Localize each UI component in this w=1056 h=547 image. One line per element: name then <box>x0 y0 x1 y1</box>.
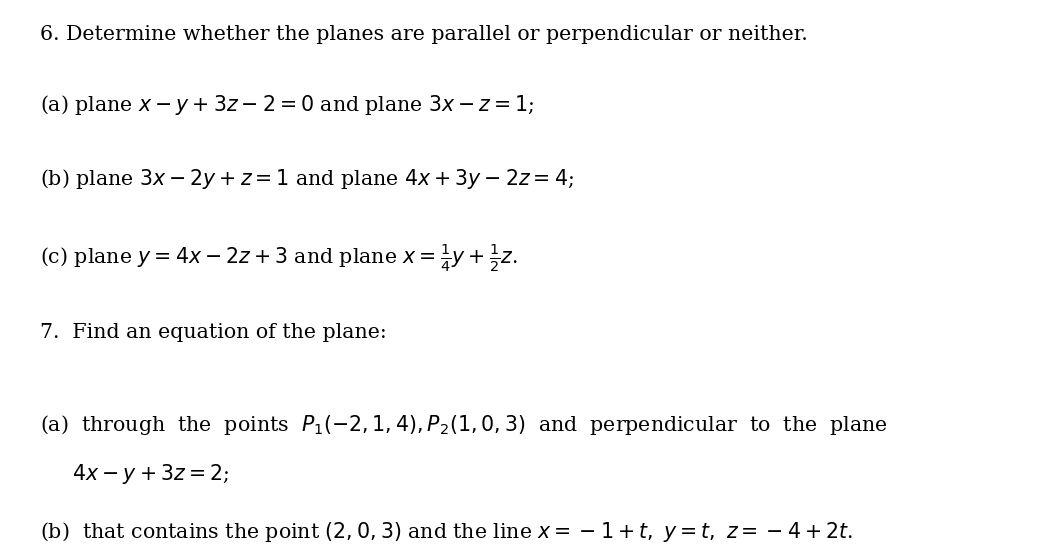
Text: (b)  that contains the point $(2,0,3)$ and the line $x = -1+t,\ y=t,\ z = -4 + 2: (b) that contains the point $(2,0,3)$ an… <box>40 520 853 544</box>
Text: $4x - y + 3z = 2$;: $4x - y + 3z = 2$; <box>40 462 229 486</box>
Text: 6. Determine whether the planes are parallel or perpendicular or neither.: 6. Determine whether the planes are para… <box>40 25 808 44</box>
Text: (c) plane $y = 4x - 2z + 3$ and plane $x = \frac{1}{4}y + \frac{1}{2}z$.: (c) plane $y = 4x - 2z + 3$ and plane $x… <box>40 241 518 274</box>
Text: (b) plane $3x - 2y + z = 1$ and plane $4x + 3y - 2z = 4$;: (b) plane $3x - 2y + z = 1$ and plane $4… <box>40 167 573 191</box>
Text: (a) plane $x - y + 3z - 2 = 0$ and plane $3x - z = 1$;: (a) plane $x - y + 3z - 2 = 0$ and plane… <box>40 93 534 117</box>
Text: (a)  through  the  points  $P_1(-2,1,4), P_2(1,0,3)$  and  perpendicular  to  th: (a) through the points $P_1(-2,1,4), P_2… <box>40 413 888 437</box>
Text: 7.  Find an equation of the plane:: 7. Find an equation of the plane: <box>40 323 386 342</box>
